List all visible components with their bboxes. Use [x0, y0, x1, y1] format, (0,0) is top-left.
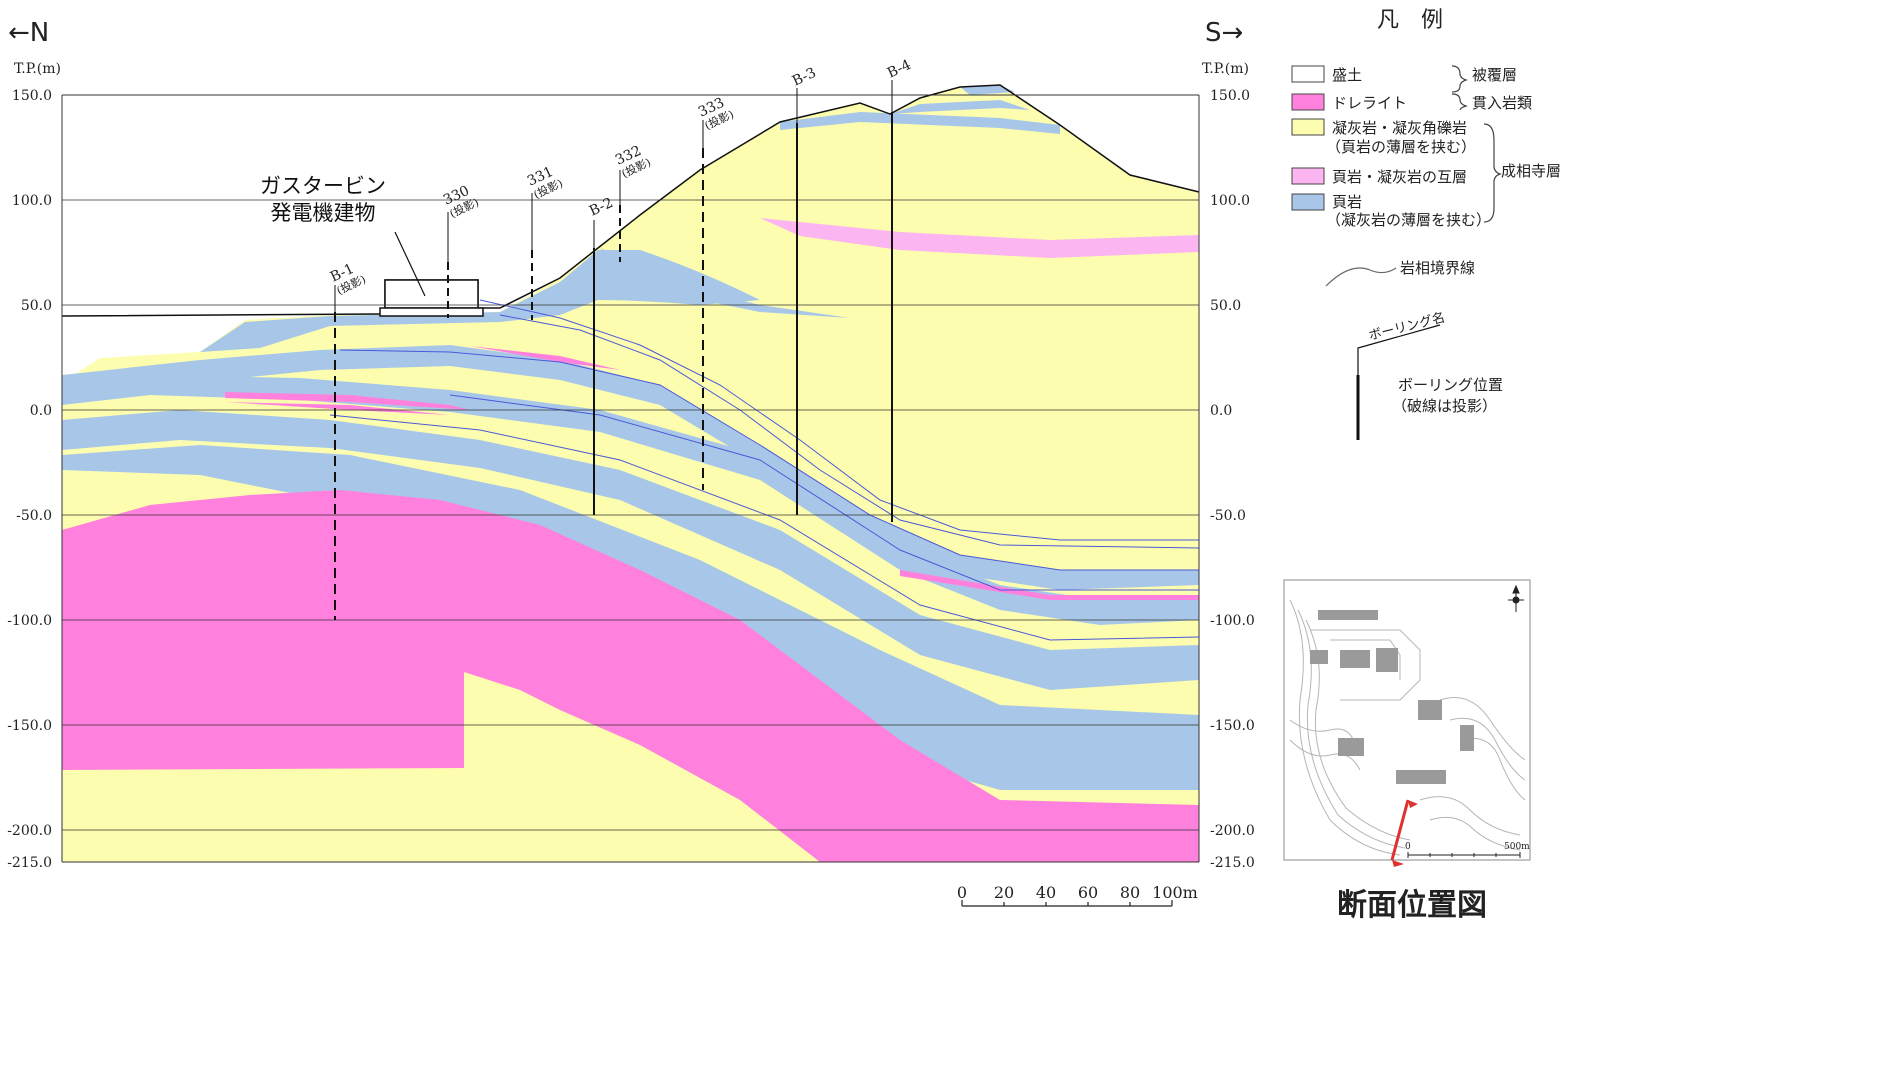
legend-label-dolerite: ドレライト: [1332, 94, 1407, 112]
legend-group-formation: 成相寺層: [1501, 162, 1561, 180]
right-tick-label: -200.0: [1210, 823, 1255, 839]
legend-swatch-alternating: [1292, 168, 1324, 184]
legend-label-fill: 盛土: [1332, 66, 1362, 84]
borehole-b2-name: B-2: [587, 195, 616, 220]
borehole-b4-name: B-4: [885, 57, 914, 82]
right-tick-label: 50.0: [1210, 298, 1241, 314]
legend-swatch-dolerite: [1292, 94, 1324, 110]
right-axis: T.P.(m) 150.0 100.0 50.0 0.0 -50.0 -100.…: [1202, 61, 1255, 871]
right-tick-label: -215.0: [1210, 855, 1255, 871]
legend-boring-name-label: ボーリング名: [1367, 309, 1447, 343]
right-tick-label: -100.0: [1210, 613, 1255, 629]
legend-boring-pos-label: ボーリング位置: [1398, 376, 1503, 394]
scale-label: 20: [994, 883, 1014, 902]
legend-boundary-label: 岩相境界線: [1400, 259, 1475, 277]
legend-sub-shale: （凝灰岩の薄層を挟む）: [1326, 211, 1491, 229]
legend-swatch-fill: [1292, 66, 1324, 82]
right-tick-label: -150.0: [1210, 718, 1255, 734]
right-tick-label: 100.0: [1210, 193, 1250, 209]
legend-label-shale: 頁岩: [1332, 193, 1362, 211]
left-tick-label: -50.0: [16, 508, 52, 524]
scale-label: 60: [1078, 883, 1098, 902]
right-tick-label: 0.0: [1210, 403, 1232, 419]
left-tick-label: 0.0: [30, 403, 52, 419]
right-tick-label: -50.0: [1210, 508, 1246, 524]
legend-sub-tuff: （頁岩の薄層を挟む）: [1326, 138, 1476, 156]
scale-label: 0: [957, 883, 967, 902]
scale-label: 40: [1036, 883, 1056, 902]
right-axis-unit: T.P.(m): [1202, 61, 1249, 77]
gas-turbine-building: [380, 232, 483, 316]
left-axis: T.P.(m) 150.0 100.0 50.0 0.0 -50.0 -100.…: [7, 61, 61, 871]
location-map-frame: [1284, 580, 1530, 860]
legend-boring-pos-sub: （破線は投影）: [1392, 397, 1497, 415]
legend-group-intrusive: 貫入岩類: [1472, 94, 1532, 112]
right-tick-label: 150.0: [1210, 88, 1250, 104]
location-map-scale-start: 0: [1405, 842, 1411, 852]
scale-label: 80: [1120, 883, 1140, 902]
legend-label-tuff: 凝灰岩・凝灰角礫岩: [1332, 119, 1467, 137]
left-tick-label: 150.0: [12, 88, 52, 104]
left-tick-label: -100.0: [7, 613, 52, 629]
left-tick-label: -215.0: [7, 855, 52, 871]
building-label-line-1: ガスタービン: [260, 174, 386, 198]
legend-boundary-symbol: [1326, 268, 1396, 286]
scale-bar: 0 20 40 60 80 100m: [957, 883, 1198, 906]
legend-group-cover: 被覆層: [1472, 66, 1517, 84]
location-map-title: 断面位置図: [1337, 880, 1487, 924]
location-map-scale-end: 500m: [1504, 842, 1530, 852]
legend-swatch-shale: [1292, 194, 1324, 210]
legend-swatch-tuff: [1292, 119, 1324, 135]
left-axis-unit: T.P.(m): [14, 61, 61, 77]
geology-layers: [62, 85, 1199, 862]
building-label-line-2: 発電機建物: [271, 201, 376, 225]
left-tick-label: -150.0: [7, 718, 52, 734]
left-tick-label: 50.0: [21, 298, 52, 314]
scale-label: 100m: [1152, 883, 1198, 902]
legend-title: 凡 例: [1377, 8, 1443, 33]
legend-label-alternating: 頁岩・凝灰岩の互層: [1332, 168, 1467, 186]
building-label: ガスタービン 発電機建物: [260, 174, 386, 225]
location-map: 0 500m: [1284, 580, 1530, 867]
left-tick-label: -200.0: [7, 823, 52, 839]
left-tick-label: 100.0: [12, 193, 52, 209]
legend: 凡 例 盛土 ドレライト 凝灰岩・凝灰角礫岩 （頁岩の薄層を挟む） 頁岩・凝灰岩…: [1292, 8, 1561, 440]
borehole-b3-name: B-3: [790, 65, 819, 90]
